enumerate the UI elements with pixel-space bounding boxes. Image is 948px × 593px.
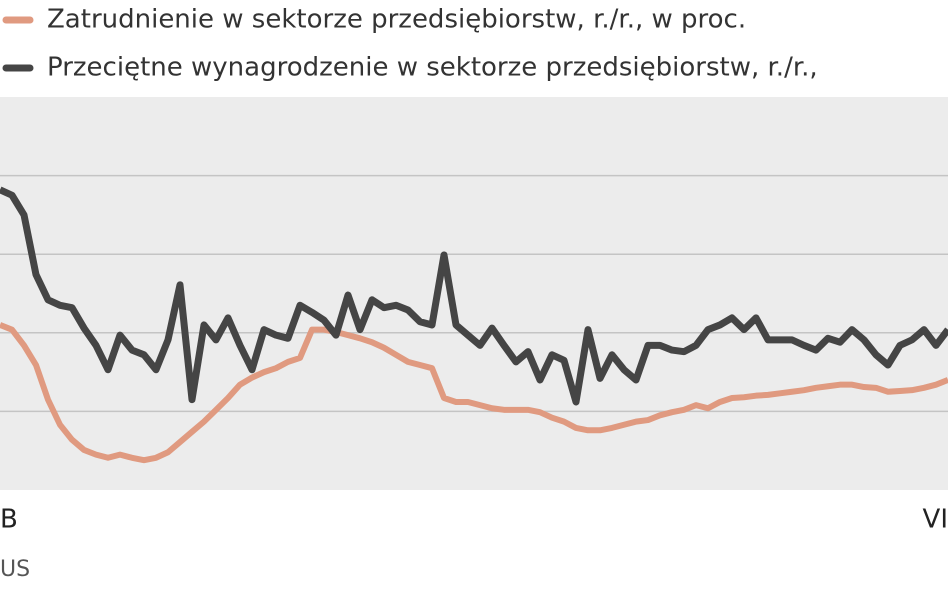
x-label: B (0, 505, 18, 535)
x-label: VI (923, 505, 948, 535)
plot-background (0, 97, 948, 490)
series-line (0, 186, 948, 406)
series-line (0, 322, 948, 464)
legend-label: Zatrudnienie w sektorze przedsiębiorstw,… (47, 5, 746, 35)
legend-label: Przeciętne wynagrodzenie w sektorze prze… (47, 53, 818, 83)
source: US (0, 557, 30, 582)
